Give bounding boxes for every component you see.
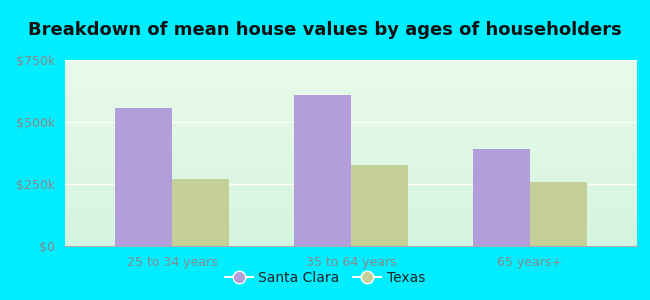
Legend: Santa Clara, Texas: Santa Clara, Texas (219, 265, 431, 290)
Bar (473, 149, 530, 246)
Bar (294, 95, 351, 246)
Bar (530, 182, 587, 246)
Bar (351, 165, 408, 246)
Bar (115, 108, 172, 246)
Bar (172, 179, 229, 246)
Text: Breakdown of mean house values by ages of householders: Breakdown of mean house values by ages o… (28, 21, 622, 39)
